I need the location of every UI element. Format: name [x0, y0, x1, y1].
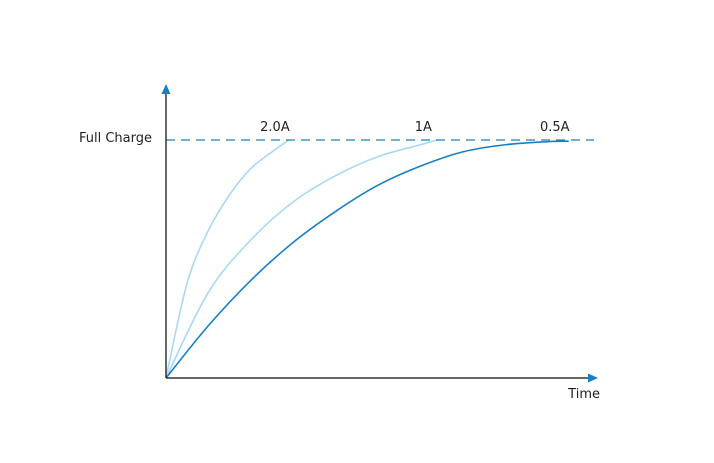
series-line-2-0a [165, 139, 290, 379]
series-line-1a [165, 139, 438, 379]
full-charge-label: Full Charge [79, 131, 152, 146]
series-layer [165, 139, 569, 379]
series-label-layer: 2.0A 1A 0.5A [260, 120, 570, 135]
series-label-1a: 1A [415, 120, 432, 135]
series-label-0-5a: 0.5A [540, 120, 570, 135]
y-axis-arrow-icon [161, 84, 171, 94]
series-label-2-0a: 2.0A [260, 120, 290, 135]
x-axis-label: Time [567, 387, 600, 402]
series-line-0-5a [165, 140, 569, 379]
x-axis-arrow-icon [588, 373, 598, 383]
